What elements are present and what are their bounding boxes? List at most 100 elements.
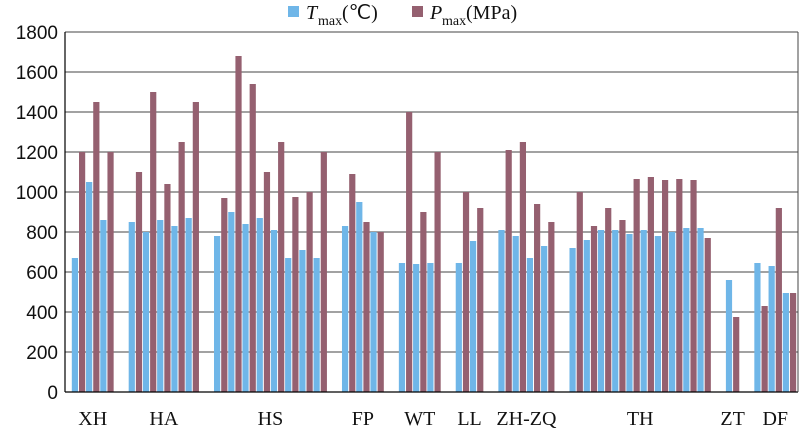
bar-pmax — [164, 184, 171, 392]
y-tick-label: 1000 — [16, 183, 58, 204]
bar-pmax — [292, 197, 299, 392]
bar-pmax — [733, 317, 740, 392]
bar-tmax — [626, 234, 633, 392]
legend-swatch-t — [288, 6, 299, 17]
y-tick-label: 1600 — [16, 63, 58, 84]
bar-pmax — [576, 192, 583, 392]
legend-subscript: max — [318, 14, 342, 29]
group-label: LL — [457, 408, 481, 430]
y-tick-label: 1400 — [16, 103, 58, 124]
bar-pmax — [775, 208, 782, 392]
bar-pmax — [150, 92, 157, 392]
bar-tmax — [214, 236, 221, 392]
bar-pmax — [548, 222, 555, 392]
bar-tmax — [270, 230, 278, 392]
group-label: ZH-ZQ — [496, 408, 557, 430]
bar-pmax — [178, 142, 185, 392]
bar-tmax — [128, 222, 135, 392]
y-tick-label: 800 — [26, 223, 58, 244]
bar-tmax — [640, 230, 647, 392]
bar-tmax — [157, 220, 164, 392]
bar-pmax — [363, 222, 370, 392]
bar-tmax — [612, 230, 619, 392]
bar-pmax — [79, 152, 86, 392]
bar-pmax — [406, 112, 413, 392]
bar-tmax — [142, 232, 150, 392]
bar-tmax — [455, 263, 462, 392]
bar-tmax — [526, 258, 534, 392]
bar-pmax — [519, 142, 527, 392]
bar-pmax — [789, 293, 797, 392]
group-label: TH — [627, 408, 654, 430]
group-label: FP — [352, 408, 374, 430]
bar-pmax — [605, 208, 612, 392]
legend-symbol: T — [306, 2, 319, 24]
bar-tmax — [683, 228, 690, 392]
bar-tmax — [313, 258, 320, 392]
bar-tmax — [370, 232, 377, 392]
bar-tmax — [171, 226, 178, 392]
group-label: WT — [404, 408, 435, 430]
y-tick-label: 200 — [26, 343, 58, 364]
y-axis-ticks: 0 200 400 600 800 1000 1200 1400 1600 1800 — [16, 23, 58, 404]
bar-tmax — [768, 266, 775, 392]
bar-tmax — [256, 218, 263, 392]
bar-tmax — [185, 218, 192, 392]
bar-tmax — [469, 241, 477, 392]
bar-tmax — [512, 236, 519, 392]
bar-tmax — [754, 263, 761, 392]
bar-tmax — [597, 230, 605, 392]
legend-unit: (℃) — [342, 2, 378, 24]
bar-pmax — [192, 102, 199, 392]
bar-pmax — [619, 220, 626, 392]
bar-pmax — [633, 179, 640, 392]
bar-tmax — [100, 220, 107, 392]
bar-tmax — [413, 264, 420, 392]
bar-tmax — [654, 236, 661, 392]
y-tick-label: 1800 — [16, 23, 58, 44]
bar-pmax — [590, 226, 598, 392]
bar-tmax — [583, 240, 590, 392]
bar-tmax — [782, 293, 789, 392]
bar-tmax — [71, 258, 79, 392]
bar-pmax — [534, 204, 541, 392]
legend-symbol: P — [429, 2, 442, 24]
bar-pmax — [278, 142, 285, 392]
bar-tmax — [498, 230, 505, 392]
bar-pmax — [661, 180, 669, 392]
group-label: HA — [149, 408, 178, 430]
bar-pmax — [477, 208, 484, 392]
bar-pmax — [249, 84, 256, 392]
bar-tmax — [725, 280, 733, 392]
group-labels: XH HA HS FP WT LL ZH-ZQ TH ZT DF — [78, 408, 788, 430]
legend-unit: (MPa) — [466, 2, 517, 24]
bar-tmax — [86, 182, 93, 392]
bar-tmax — [697, 228, 704, 392]
group-label: HS — [258, 408, 284, 430]
axes — [64, 32, 799, 393]
bar-tmax — [569, 248, 576, 392]
bar-pmax — [690, 180, 697, 392]
bar-pmax — [377, 232, 384, 392]
bar-pmax — [135, 172, 143, 392]
bar-pmax — [761, 306, 768, 392]
bar-pmax — [505, 150, 512, 392]
group-label: XH — [78, 408, 107, 430]
bar-tmax — [669, 232, 676, 392]
bar-tmax — [541, 246, 548, 392]
bar-tmax — [228, 212, 235, 392]
bar-tmax — [398, 263, 406, 392]
group-label: DF — [762, 408, 788, 430]
bar-pmax — [462, 192, 470, 392]
bar-pmax — [420, 212, 427, 392]
bar-pmax — [235, 56, 242, 392]
bar-tmax — [427, 263, 434, 392]
bar-tmax — [285, 258, 292, 392]
bar-tmax — [356, 202, 363, 392]
bar-tmax — [341, 226, 349, 392]
y-tick-label: 1200 — [16, 143, 58, 164]
bar-pmax — [221, 198, 228, 392]
bars — [71, 56, 797, 392]
